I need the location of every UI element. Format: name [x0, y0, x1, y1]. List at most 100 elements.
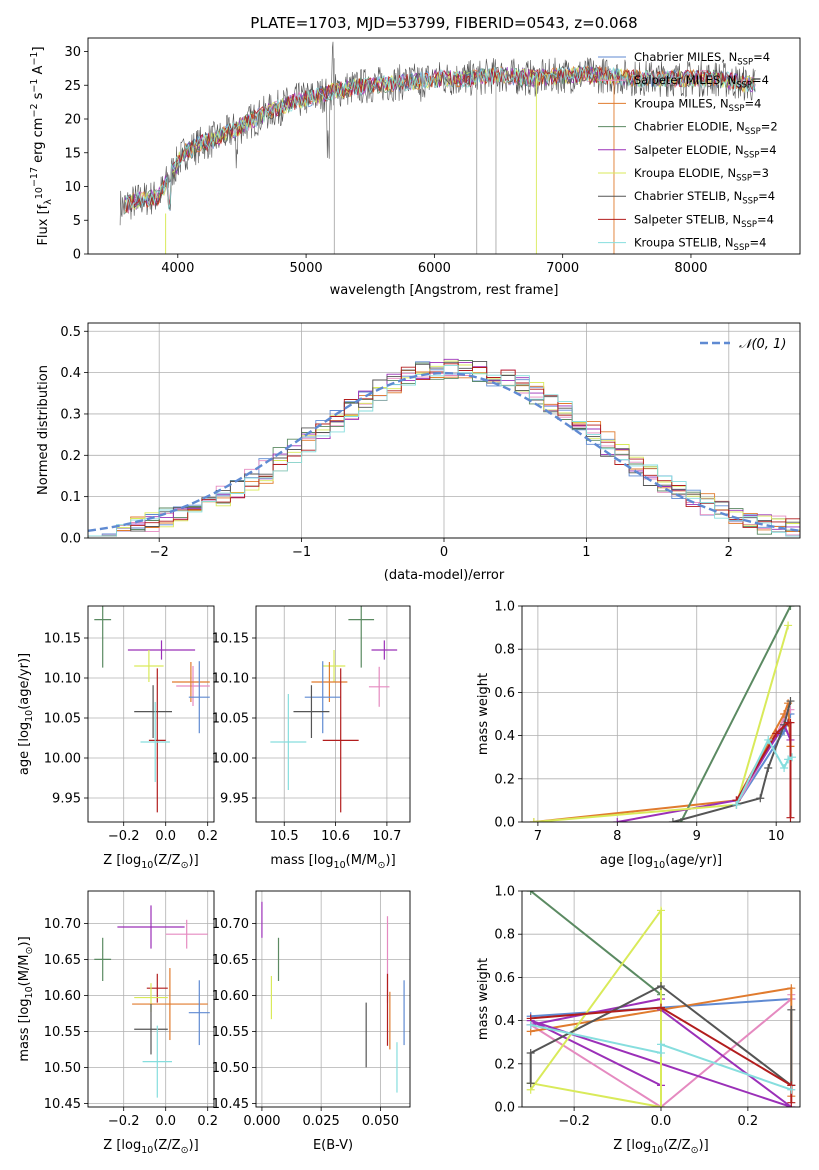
weight-series-kroupa-elodie [533, 625, 790, 822]
label-part: mass [log [17, 998, 32, 1061]
plot-area-age_vs_mass [270, 606, 398, 813]
label-part: mass [log [270, 853, 333, 868]
y-tick-label: 0.2 [494, 772, 515, 787]
x-axis-label: Z [log10(Z/Z⊙)] [613, 1138, 708, 1156]
weight-marker [786, 718, 795, 727]
x-tick-label: 1 [582, 545, 590, 560]
label-part: 10 [24, 710, 35, 722]
y-tick-label: 9.95 [220, 792, 249, 807]
legend-label: Salpeter ELODIE, NSSP=4 [634, 143, 777, 161]
x-tick-label: 10 [768, 829, 785, 844]
errorbar-point [148, 668, 166, 813]
y-tick-label: 0.4 [494, 729, 515, 744]
weight-series-salpeter-elodie [617, 722, 792, 822]
label-part: λ [43, 199, 54, 205]
plot-area-mass_vs_Z [94, 905, 210, 1098]
panel-spectrum: 4000 5000 6000 7000 8000 0 5 10 15 20 25 30 waveleng… [29, 37, 801, 298]
weight-series-chabrier-elodie [530, 891, 662, 996]
x-tick-label: 0.000 [243, 1114, 280, 1129]
label-part: )] [189, 853, 199, 868]
label-part: (Z/Z [153, 853, 180, 868]
y-axis-label: age [log10(age/yr)] [17, 653, 35, 775]
y-tick-label: 1.0 [494, 600, 515, 615]
x-tick-label: 0 [440, 545, 448, 560]
label-part: 10 [141, 1145, 153, 1156]
errorbar-point [322, 650, 346, 682]
axes-frame [87, 605, 215, 823]
panel-mass_vs_Z: −0.2 0.0 0.2 10.45 10.50 10.55 10.60 10.65 10.70… [17, 890, 218, 1156]
y-tick-label: 10.50 [44, 1061, 81, 1076]
errorbar-point [165, 919, 208, 949]
x-tick-label: −2 [150, 545, 169, 560]
x-axis-label: Z [log10(Z/Z⊙)] [103, 853, 198, 871]
errorbar-point [188, 980, 210, 1046]
weight-series-kroupa-miles [533, 702, 792, 822]
y-tick-label: 0.0 [494, 816, 515, 831]
label-part: 10 [653, 860, 665, 871]
weight-marker [787, 1085, 796, 1094]
plot-area-residuals [88, 358, 800, 538]
y-tick-label: 0.4 [494, 1014, 515, 1029]
x-tick-label: 4000 [161, 261, 194, 276]
errorbar-point [311, 662, 348, 702]
weight-marker [657, 1040, 665, 1049]
y-tick-label: 10.45 [44, 1097, 81, 1112]
legend-label-base: Salpeter ELODIE, N [634, 143, 744, 157]
gaussian-curve [88, 371, 800, 532]
y-tick-label: 0.5 [60, 325, 81, 340]
errorbar-point [270, 694, 307, 790]
errorbar-point [134, 650, 164, 682]
label-part: ⊙ [181, 1145, 189, 1156]
x-tick-label: 8 [613, 829, 621, 844]
legend-entry: Kroupa ELODIE, NSSP=3 [598, 166, 769, 184]
plot-area-age_vs_Z [94, 606, 210, 813]
label-part: ⊙ [378, 860, 386, 871]
x-axis-label: age [log10(age/yr)] [600, 853, 722, 871]
data-spectrum [119, 41, 756, 226]
x-tick-label: 7 [534, 829, 542, 844]
panel-mass_vs_ebv: 0.000 0.025 0.050 10.45 10.50 10.55 10.60 10.65… [212, 890, 411, 1153]
weight-series-chabrier-elodie [680, 606, 792, 822]
errorbar-point [134, 1004, 168, 1055]
label-part: 10 [24, 986, 35, 998]
weight-marker [657, 1003, 665, 1012]
y-tick-label: 10.00 [44, 752, 81, 767]
y-tick-label: 0.6 [494, 971, 515, 986]
y-axis-label: Flux [fλ10−17 erg cm−2 s−1 A−1] [29, 46, 54, 245]
legend-label-tail: =4 [753, 50, 770, 64]
label-part: Z [log [103, 1138, 141, 1153]
x-tick-label: 2 [725, 545, 733, 560]
legend-label-tail: =4 [744, 96, 761, 110]
x-tick-label: 9 [693, 829, 701, 844]
x-tick-label: 0.2 [738, 1114, 759, 1129]
weight-marker [786, 813, 795, 822]
weight-marker [780, 764, 789, 772]
y-tick-label: 10.05 [212, 712, 249, 727]
y-tick-label: 0.3 [60, 407, 81, 422]
weight-marker [657, 1103, 665, 1107]
legend-label-base: Salpeter STELIB, N [634, 212, 741, 226]
errorbar-point [127, 640, 196, 660]
x-tick-label: 0.2 [197, 1114, 218, 1129]
y-tick-label: 10.10 [44, 672, 81, 687]
y-tick-label: 10.65 [44, 953, 81, 968]
y-tick-label: 5 [73, 214, 81, 229]
legend-label-sub: SSP [744, 150, 760, 160]
x-axis-label: E(B-V) [313, 1138, 353, 1153]
legend-entry: Salpeter ELODIE, NSSP=4 [598, 143, 777, 161]
panel-age_vs_Z: −0.2 0.0 0.2 9.95 10.00 10.05 10.10 10.15 Z [log… [17, 605, 218, 871]
weight-marker [788, 753, 797, 762]
plot-area-weight_vs_Z [526, 891, 796, 1107]
weight-marker [764, 764, 773, 772]
label-part: (age/yr)] [17, 653, 32, 710]
plot-area-spectrum [119, 41, 756, 254]
label-part: age [log [17, 722, 32, 775]
x-tick-label: −1 [292, 545, 311, 560]
legend-label: Chabrier STELIB, NSSP=4 [634, 189, 775, 207]
legend-label: Kroupa STELIB, NSSP=4 [634, 236, 766, 254]
errorbar-point [188, 661, 210, 734]
weight-marker [756, 794, 765, 803]
legend-entry: Salpeter MILES, NSSP=4 [598, 73, 769, 91]
legend-label-sub: SSP [742, 197, 758, 207]
